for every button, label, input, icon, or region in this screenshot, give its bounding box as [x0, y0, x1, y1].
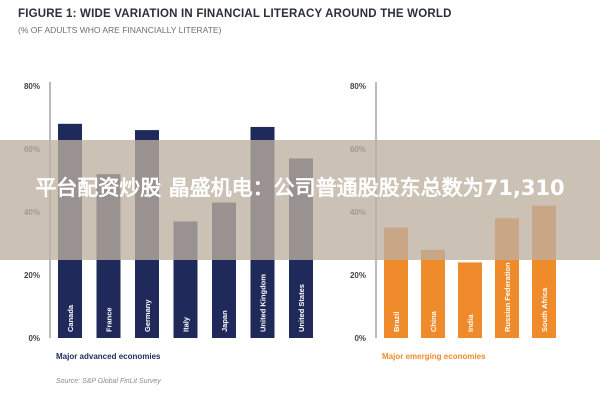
overlay-banner	[0, 140, 600, 260]
emerging-category-label: China	[429, 310, 438, 332]
emerging-bar-china	[421, 249, 445, 338]
emerging-ytick-label: 0%	[354, 334, 366, 343]
advanced-category-label: United Kingdom	[259, 274, 268, 332]
advanced-category-label: Japan	[220, 310, 229, 332]
chart-subtitle: (% OF ADULTS WHO ARE FINANCIALLY LITERAT…	[18, 25, 222, 35]
advanced-ytick-label: 20%	[24, 271, 40, 280]
advanced-category-label: Germany	[143, 299, 152, 332]
chart-title: FIGURE 1: WIDE VARIATION IN FINANCIAL LI…	[18, 8, 452, 20]
advanced-ytick-label: 80%	[24, 82, 40, 91]
advanced-category-label: Canada	[66, 304, 75, 332]
emerging-category-label: South Africa	[540, 287, 549, 332]
emerging-ytick-label: 80%	[350, 82, 366, 91]
emerging-category-label: Russian Federation	[503, 262, 512, 332]
emerging-category-label: Brazil	[392, 312, 401, 332]
advanced-ytick-label: 0%	[28, 334, 40, 343]
advanced-category-label: France	[105, 307, 114, 332]
advanced-category-label: Italy	[182, 316, 191, 332]
group-label-advanced: Major advanced economies	[56, 352, 161, 361]
emerging-ytick-label: 20%	[350, 271, 366, 280]
emerging-bar-india	[458, 262, 482, 338]
advanced-category-label: United States	[297, 284, 306, 332]
emerging-category-label: India	[466, 314, 475, 332]
overlay-headline: 平台配资炒股 晶盛机电：公司普通股股东总数为71,310	[35, 176, 565, 200]
group-label-emerging: Major emerging economies	[382, 352, 486, 361]
source-note: Source: S&P Global FinLit Survey	[56, 378, 161, 385]
